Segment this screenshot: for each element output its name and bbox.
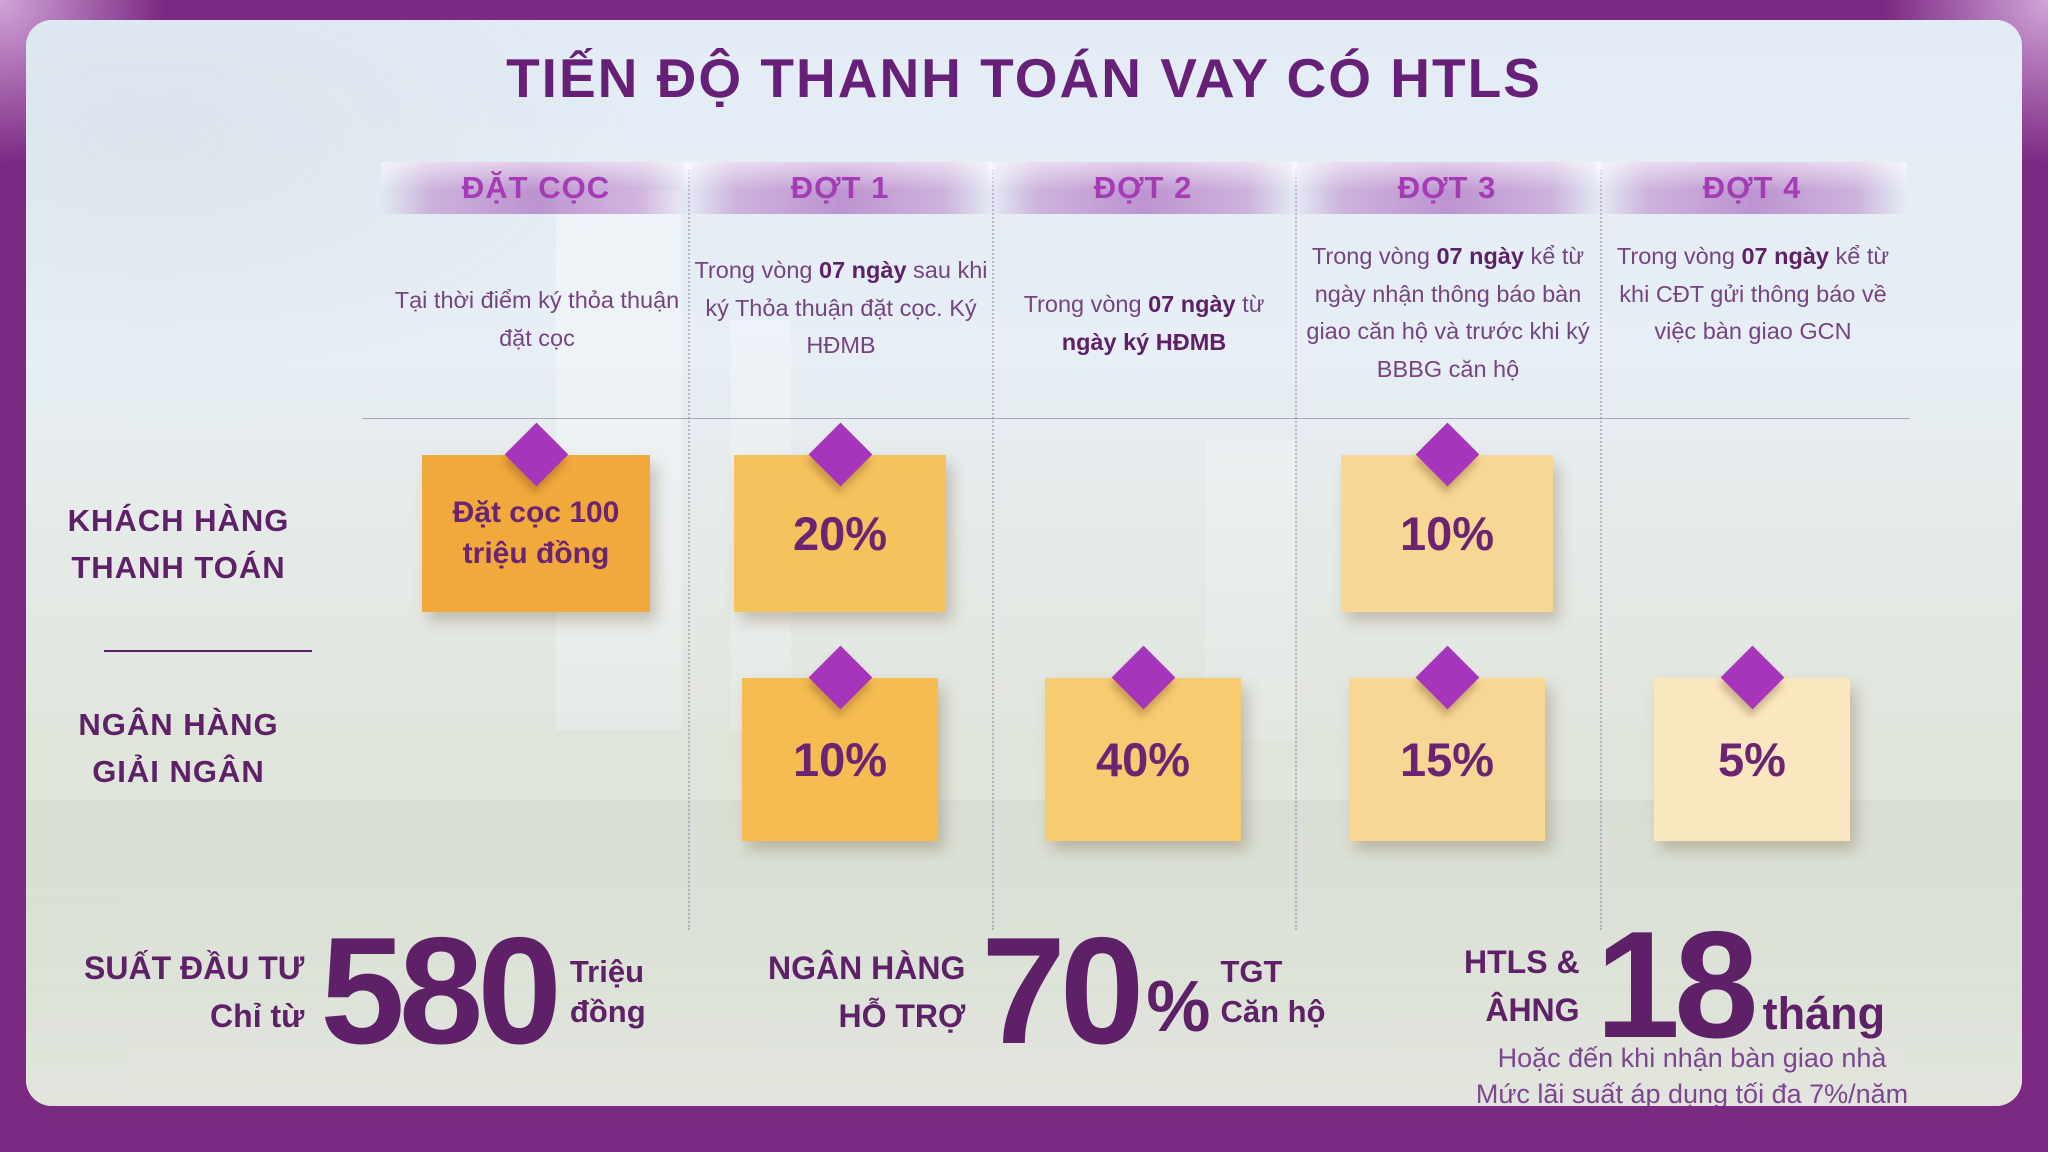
row-label-khach-hang-thanh-toan: KHÁCH HÀNG THANH TOÁN: [26, 498, 331, 591]
stat-unit-line: Triệu: [569, 953, 645, 989]
column-header-dot-1: ĐỢT 1: [685, 162, 995, 214]
column-description: Tại thời điểm ký thỏa thuận đặt cọc: [394, 287, 680, 351]
column-description: Trong vòng 07 ngày sau khi ký Thỏa thuận…: [694, 257, 988, 359]
column-separator: [1600, 170, 1602, 930]
column-header-label: ĐỢT 4: [1702, 170, 1802, 205]
percent-sign: %: [1146, 966, 1211, 1047]
column-header-label: ĐỢT 2: [1093, 170, 1193, 205]
stat-label-line: ÂHNG: [1485, 991, 1580, 1028]
row-label-line: THANH TOÁN: [71, 549, 286, 585]
stat-value: 18: [1595, 900, 1759, 1070]
stat-label-line: NGÂN HÀNG: [768, 949, 966, 986]
stat-value: 70: [981, 906, 1144, 1076]
column-separator: [992, 170, 994, 930]
payment-box-bank-dot-2: 40%: [1045, 645, 1241, 841]
payment-box-bank-dot-3: 15%: [1349, 645, 1545, 841]
payment-box-label: Đặt cọc 100 triệu đồng: [452, 496, 620, 570]
column-header-dot-4: ĐỢT 4: [1597, 162, 1907, 214]
footnote: Hoặc đến khi nhận bàn giao nhà Mức lãi s…: [1386, 1040, 1998, 1106]
stat-unit: TGT Căn hộ: [1220, 952, 1325, 1033]
stat-suat-dau-tu: SUẤT ĐẦU TƯ Chỉ từ 580 Triệu đồng: [84, 906, 646, 1076]
stat-label-line: SUẤT ĐẦU TƯ: [84, 949, 305, 986]
payment-box-customer-dot-3: 10%: [1341, 422, 1553, 612]
payment-box-percentage: 40%: [1095, 733, 1191, 786]
row-label-line: GIẢI NGÂN: [92, 753, 265, 789]
stat-label: HTLS & ÂHNG: [1464, 938, 1580, 1034]
payment-box-percentage: 20%: [792, 507, 888, 560]
stat-ngan-hang-ho-tro: NGÂN HÀNG HỖ TRỢ 70 % TGT Căn hộ: [768, 906, 1326, 1076]
column-header-dot-3: ĐỢT 3: [1292, 162, 1602, 214]
payment-box-bank-dot-4: 5%: [1654, 645, 1850, 841]
column-separator: [1295, 170, 1297, 930]
payment-box-percentage: 10%: [1399, 507, 1495, 560]
stat-unit: Triệu đồng: [570, 952, 646, 1033]
column-description: Trong vòng 07 ngày từ ngày ký HĐMB: [1023, 291, 1265, 355]
payment-box-bank-dot-1: 10%: [742, 645, 938, 841]
stat-unit-line: đồng: [569, 993, 646, 1029]
row-label-line: NGÂN HÀNG: [78, 707, 279, 742]
column-header-label: ĐỢT 3: [1397, 170, 1497, 205]
row-divider-line: [104, 650, 312, 652]
payment-box-customer-dot-1: 20%: [734, 422, 946, 612]
column-header-dot-2: ĐỢT 2: [988, 162, 1298, 214]
footnote-line: Mức lãi suất áp dụng tối đa 7%/năm: [1475, 1079, 1909, 1106]
column-header-label: ĐỢT 1: [790, 170, 890, 205]
column-header-label: ĐẶT CỌC: [461, 170, 611, 205]
column-header-dat-coc: ĐẶT CỌC: [381, 162, 691, 214]
row-label-ngan-hang-giai-ngan: NGÂN HÀNG GIẢI NGÂN: [26, 702, 331, 795]
payment-box-percentage: 5%: [1718, 733, 1786, 786]
row-label-line: KHÁCH HÀNG: [67, 503, 290, 538]
infographic-card: TIẾN ĐỘ THANH TOÁN VAY CÓ HTLS ĐẶT CỌC Đ…: [26, 20, 2022, 1106]
column-separator: [688, 170, 690, 930]
timeline-line: [362, 418, 1910, 419]
stat-unit-line: TGT: [1220, 953, 1283, 989]
stat-label-line: Chỉ từ: [210, 997, 305, 1034]
column-description: Trong vòng 07 ngày kể từ khi CĐT gửi thô…: [1616, 243, 1890, 345]
stat-unit: tháng: [1762, 987, 1886, 1039]
stat-unit-line: Căn hộ: [1220, 993, 1326, 1029]
stat-htls-ahng: HTLS & ÂHNG 18 tháng: [1464, 900, 1886, 1070]
footnote-line: Hoặc đến khi nhận bàn giao nhà: [1497, 1043, 1887, 1073]
stat-label: SUẤT ĐẦU TƯ Chỉ từ: [84, 944, 304, 1040]
payment-box-percentage: 15%: [1399, 733, 1495, 786]
payment-box-percentage: 10%: [792, 733, 888, 786]
stat-label-line: HTLS &: [1464, 943, 1580, 980]
stat-label: NGÂN HÀNG HỖ TRỢ: [768, 944, 965, 1040]
page-title: TIẾN ĐỘ THANH TOÁN VAY CÓ HTLS: [506, 47, 1542, 109]
stat-label-line: HỖ TRỢ: [838, 997, 966, 1034]
column-description: Trong vòng 07 ngày kể từ ngày nhận thông…: [1306, 243, 1590, 382]
stat-value: 580: [320, 906, 562, 1076]
payment-box-customer-dat-coc: Đặt cọc 100 triệu đồng: [422, 422, 650, 612]
